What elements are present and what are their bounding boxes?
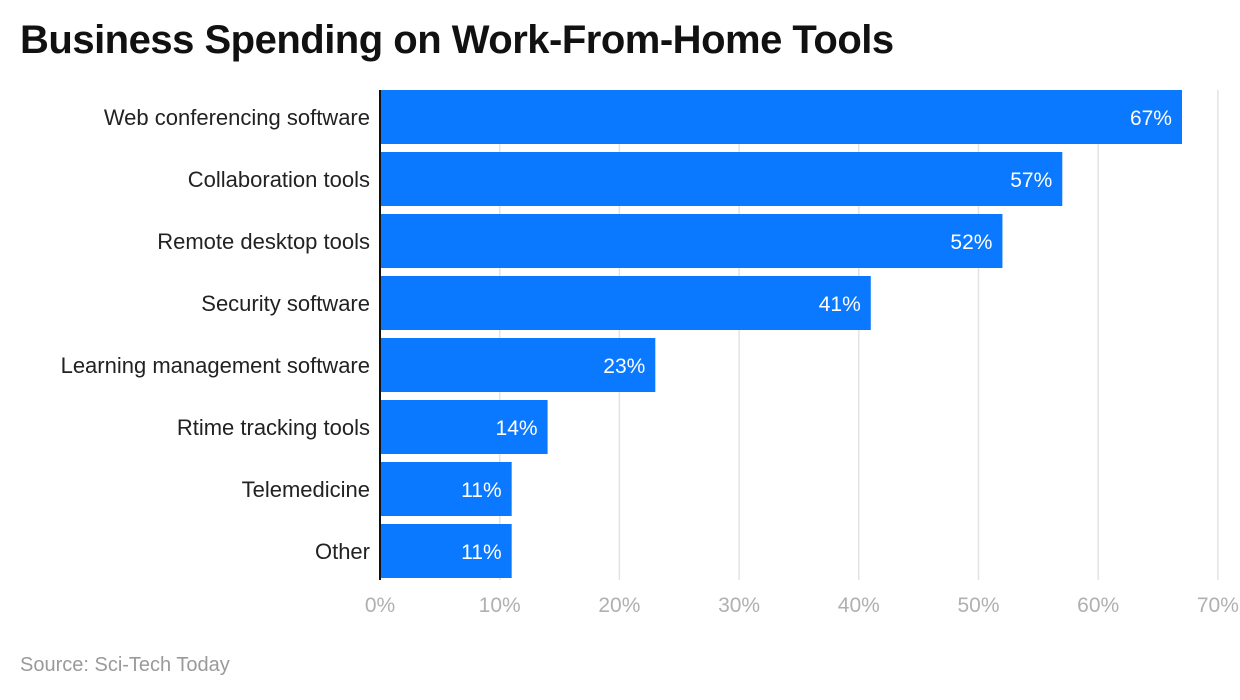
value-label: 23% — [603, 355, 645, 378]
bar — [380, 276, 871, 330]
category-label: Security software — [201, 291, 370, 316]
bar — [380, 214, 1003, 268]
x-tick-label: 60% — [1077, 594, 1119, 617]
bar — [380, 462, 512, 516]
x-tick-label: 20% — [598, 594, 640, 617]
source-note: Source: Sci-Tech Today — [20, 654, 230, 676]
value-label: 14% — [496, 417, 538, 440]
category-label: Remote desktop tools — [157, 229, 370, 254]
bar — [380, 400, 548, 454]
value-label: 11% — [461, 479, 501, 502]
category-labels: Web conferencing software Collaboration t… — [61, 105, 370, 564]
chart-title: Business Spending on Work-From-Home Tool… — [20, 18, 894, 62]
x-tick-label: 50% — [957, 594, 999, 617]
value-label: 67% — [1130, 107, 1172, 130]
x-tick-label: 30% — [718, 594, 760, 617]
bar-chart: Web conferencing software Collaboration t… — [61, 90, 1239, 617]
x-tick-label: 70% — [1197, 594, 1239, 617]
category-label: Rtime tracking tools — [177, 415, 370, 440]
category-label: Web conferencing software — [104, 105, 370, 130]
x-tick-label: 0% — [365, 594, 395, 617]
bars — [380, 90, 1182, 578]
value-label: 11% — [461, 541, 501, 564]
value-label: 41% — [819, 293, 861, 316]
x-tick-label: 40% — [838, 594, 880, 617]
category-label: Learning management software — [61, 353, 370, 378]
value-labels: 67% 57% 52% 41% 23% 14% 11% 11% — [461, 107, 1172, 564]
category-label: Other — [315, 539, 370, 564]
value-label: 57% — [1010, 169, 1052, 192]
x-tick-labels: 0% 10% 20% 30% 40% 50% 60% 70% — [365, 594, 1239, 617]
bar — [380, 524, 512, 578]
value-label: 52% — [950, 231, 992, 254]
category-label: Collaboration tools — [188, 167, 370, 192]
x-tick-label: 10% — [479, 594, 521, 617]
bar — [380, 338, 656, 392]
bar — [380, 152, 1063, 206]
bar — [380, 90, 1182, 144]
category-label: Telemedicine — [242, 477, 370, 502]
